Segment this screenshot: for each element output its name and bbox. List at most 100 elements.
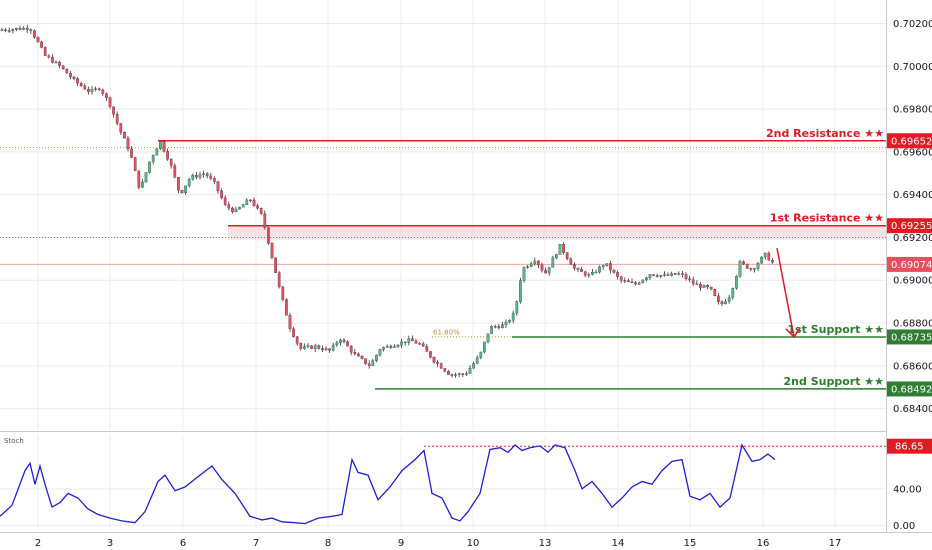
candle-body <box>267 227 270 244</box>
y-tick-label: 0.69800 <box>893 105 932 116</box>
candle-body <box>216 181 220 191</box>
y-tick-label: 0.69200 <box>893 233 932 244</box>
candle-body <box>666 274 670 276</box>
resistance-price-tag <box>887 133 932 149</box>
candle-body <box>465 373 468 375</box>
candle-body <box>508 320 511 323</box>
candle-body <box>702 285 706 288</box>
candle-body <box>285 299 288 316</box>
candle-body <box>468 367 472 374</box>
candle-body <box>76 78 79 84</box>
candle-body <box>763 252 767 258</box>
candle-body <box>565 252 569 259</box>
candle-body <box>443 368 447 372</box>
candle-body <box>22 27 25 30</box>
candle-body <box>609 263 612 271</box>
candle-body <box>699 284 702 288</box>
candle-body <box>151 155 155 162</box>
x-tick-label: 3 <box>107 538 113 549</box>
resistance-zone <box>228 225 886 240</box>
x-tick-label: 15 <box>684 538 697 549</box>
candle-body <box>418 343 421 345</box>
candle-body <box>411 338 414 342</box>
candle-body <box>367 363 371 366</box>
candle-body <box>58 61 61 66</box>
candle-body <box>515 301 519 314</box>
candle-body <box>339 339 342 343</box>
candle-body <box>79 83 83 87</box>
candle-body <box>187 179 191 186</box>
candle-body <box>573 264 576 269</box>
candle-body <box>497 326 501 329</box>
candle-body <box>180 189 184 194</box>
candle-body <box>594 271 598 274</box>
candle-body <box>227 204 231 209</box>
candle-body <box>252 199 256 206</box>
candle-body <box>18 28 22 30</box>
candle-body <box>277 272 281 287</box>
forecast-arrow-head <box>785 327 801 339</box>
candle-body <box>432 357 436 363</box>
candle-body <box>119 123 123 133</box>
candle-body <box>637 282 641 285</box>
candle-body <box>569 258 573 265</box>
candle-body <box>54 61 58 64</box>
candle-body <box>400 341 403 346</box>
support-price-tag-text: 0.68735 <box>891 332 932 343</box>
candle-body <box>749 268 753 270</box>
forecast-arrow[interactable] <box>776 248 795 338</box>
candle-body <box>198 174 202 178</box>
candle-body <box>681 273 684 275</box>
candle-body <box>688 278 691 280</box>
support-price-tag-text: 0.68492 <box>891 384 932 395</box>
candle-body <box>310 345 313 349</box>
candle-body <box>259 208 263 214</box>
resistance-label: 1st Resistance ★★ <box>770 212 884 225</box>
candle-body <box>313 345 317 349</box>
candle-body <box>371 360 375 366</box>
candle-body <box>51 57 54 63</box>
candle-body <box>238 207 241 210</box>
candle-body <box>33 30 36 38</box>
candle-body <box>292 328 295 337</box>
resistance-price-tag-text: 0.69255 <box>891 221 932 232</box>
candle-body <box>274 257 277 273</box>
candle-body <box>155 148 159 156</box>
candle-body <box>234 208 238 212</box>
price-pane: 2nd Resistance ★★ 1st Resistance ★★ 1st Su… <box>0 0 886 430</box>
candle-body <box>141 181 144 188</box>
x-tick-label: 17 <box>829 538 842 549</box>
candle-body <box>745 263 749 269</box>
stoch-threshold-tag <box>887 438 932 454</box>
candle-body <box>472 363 475 369</box>
candle-body <box>15 28 18 30</box>
y-tick-label: 0.70000 <box>893 62 932 73</box>
candle-body <box>677 273 681 275</box>
candle-body <box>558 243 562 255</box>
candle-body <box>25 27 29 30</box>
candle-body <box>652 274 655 276</box>
candle-body <box>4 29 7 31</box>
candle-body <box>591 271 594 275</box>
candle-body <box>61 65 65 70</box>
candle-body <box>742 261 745 265</box>
candle-body <box>177 177 180 191</box>
candle-body <box>144 172 148 183</box>
candle-body <box>270 243 274 258</box>
candle-body <box>105 93 108 98</box>
candle-body <box>249 199 252 202</box>
candle-body <box>11 29 15 32</box>
current-price-tag <box>887 256 932 272</box>
x-tick-label: 10 <box>467 538 480 549</box>
candle-body <box>630 281 634 284</box>
price-scale[interactable]: 0.70200 0.70000 0.69800 0.69600 0.69400 0.692… <box>893 19 932 532</box>
candle-body <box>375 354 378 361</box>
stoch-pane-title: Stoch <box>4 437 24 445</box>
candle-body <box>483 341 486 353</box>
candle-body <box>148 161 151 173</box>
candle-body <box>288 315 292 329</box>
candle-body <box>540 264 544 271</box>
candle-body <box>738 261 742 277</box>
time-scale[interactable]: 2 3 6 7 8 9 10 13 14 15 16 17 <box>35 538 842 549</box>
